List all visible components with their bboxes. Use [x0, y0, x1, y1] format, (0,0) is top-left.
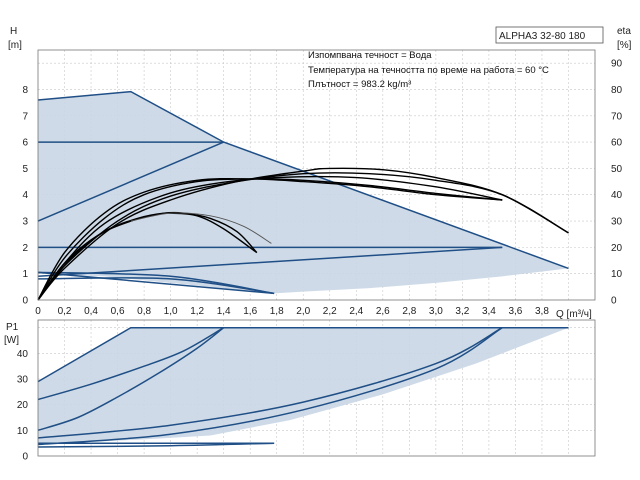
power-line-2 — [37, 327, 225, 432]
power-chart-ticks: 0 10 20 30 40 — [17, 349, 29, 463]
y2-tick-label: 10 — [611, 269, 623, 280]
x-tick-label: 1,0 — [164, 306, 178, 317]
power-curves — [37, 326, 569, 448]
x-tick-label: 3,0 — [429, 306, 443, 317]
x-tick-label: 2,6 — [376, 306, 390, 317]
x-tick-label: 2,4 — [349, 306, 363, 317]
x-tick-label: 0,8 — [137, 306, 151, 317]
note-density: Плътност = 983.2 kg/m³ — [308, 79, 411, 90]
min-curve-line-5 — [37, 271, 275, 295]
y2-tick-label: 40 — [611, 190, 623, 201]
y-tick-label: 3 — [22, 217, 28, 228]
max-power-line-0 — [37, 326, 569, 383]
proportional-pressure-line-2 — [37, 141, 224, 222]
head-curves — [37, 90, 569, 301]
x-tick-label: 1,8 — [270, 306, 284, 317]
x-tick-label: 3,6 — [508, 306, 522, 317]
x-tick-label: 2,8 — [402, 306, 416, 317]
power-line-1 — [37, 327, 225, 401]
y-tick-label: 8 — [22, 85, 28, 96]
y-tick-label: 7 — [22, 111, 28, 122]
y2-tick-label: 30 — [611, 217, 623, 228]
y-tick-label: 4 — [22, 190, 28, 201]
proportional-pressure-line-4 — [37, 246, 503, 278]
power-chart-frame — [37, 319, 596, 457]
y2-tick-label: 50 — [611, 164, 623, 175]
x-axis-label-q: Q [m³/ч] — [556, 309, 592, 320]
model-title: ALPHA3 32-80 180 — [499, 31, 586, 42]
x-tick-label: 2,2 — [323, 306, 337, 317]
system-curve-line-7 — [37, 277, 275, 295]
p1-tick-label: 20 — [17, 400, 29, 411]
y-axis-unit-p1: [W] — [4, 335, 19, 346]
x-tick-label: 1,2 — [190, 306, 204, 317]
efficiency-curve-9 — [37, 177, 503, 301]
y-tick-label: 1 — [22, 269, 28, 280]
y2-tick-label: 20 — [611, 243, 623, 254]
min-power-line-6 — [37, 442, 275, 448]
p1-tick-label: 10 — [17, 426, 29, 437]
power-envelope-area — [38, 327, 569, 445]
y-axis-label-h: H — [10, 26, 17, 37]
power-line-3 — [37, 327, 503, 439]
head-envelope-area — [38, 91, 569, 294]
y2-axis-unit-eta: [%] — [617, 40, 632, 51]
y2-tick-label: 90 — [611, 59, 623, 70]
y-axis-unit-h: [m] — [8, 40, 22, 51]
p1-tick-label: 30 — [17, 375, 29, 386]
x-tick-label: 1,4 — [217, 306, 231, 317]
y2-tick-label: 0 — [611, 296, 617, 307]
p1-tick-label: 40 — [17, 349, 29, 360]
x-tick-label: 3,4 — [482, 306, 496, 317]
note-temperature: Температура на течността по време на раб… — [308, 65, 549, 76]
y2-axis-label-eta: eta — [617, 26, 631, 37]
y-tick-label: 5 — [22, 164, 28, 175]
head-chart-ticks: 0 0,2 0,4 0,6 0,8 1,0 1,2 1,4 1,6 1,8 2,0 2,2 2,4 2,6… — [22, 59, 622, 317]
efficiency-curve-14 — [37, 211, 258, 301]
efficiency-curve-10 — [37, 175, 503, 301]
head-chart-frame — [37, 49, 596, 301]
y-tick-label: 2 — [22, 243, 28, 254]
y-tick-label: 6 — [22, 138, 28, 149]
power-line-4 — [37, 327, 503, 446]
p1-tick-label: 0 — [22, 452, 28, 463]
y-tick-label: 0 — [22, 296, 28, 307]
y2-tick-label: 80 — [611, 85, 623, 96]
power-operating-envelope — [38, 327, 569, 445]
efficiency-curve-12 — [37, 167, 569, 301]
x-tick-label: 0,4 — [84, 306, 98, 317]
x-tick-label: 3,2 — [455, 306, 469, 317]
model-title-box — [495, 26, 604, 44]
y2-tick-label: 70 — [611, 111, 623, 122]
x-tick-label: 0 — [35, 306, 41, 317]
x-tick-label: 1,6 — [243, 306, 257, 317]
x-tick-label: 2,0 — [296, 306, 310, 317]
x-tick-label: 0,6 — [111, 306, 125, 317]
note-liquid: Изпомпвана течност = Вода — [308, 50, 432, 61]
efficiency-curve-15 — [130, 212, 272, 244]
x-tick-label: 3,8 — [535, 306, 549, 317]
head-operating-envelope — [38, 91, 569, 294]
x-tick-label: 0,2 — [58, 306, 72, 317]
y2-tick-label: 60 — [611, 138, 623, 149]
y-axis-label-p1: P1 — [6, 322, 19, 333]
max-curve-line-0 — [37, 90, 569, 270]
